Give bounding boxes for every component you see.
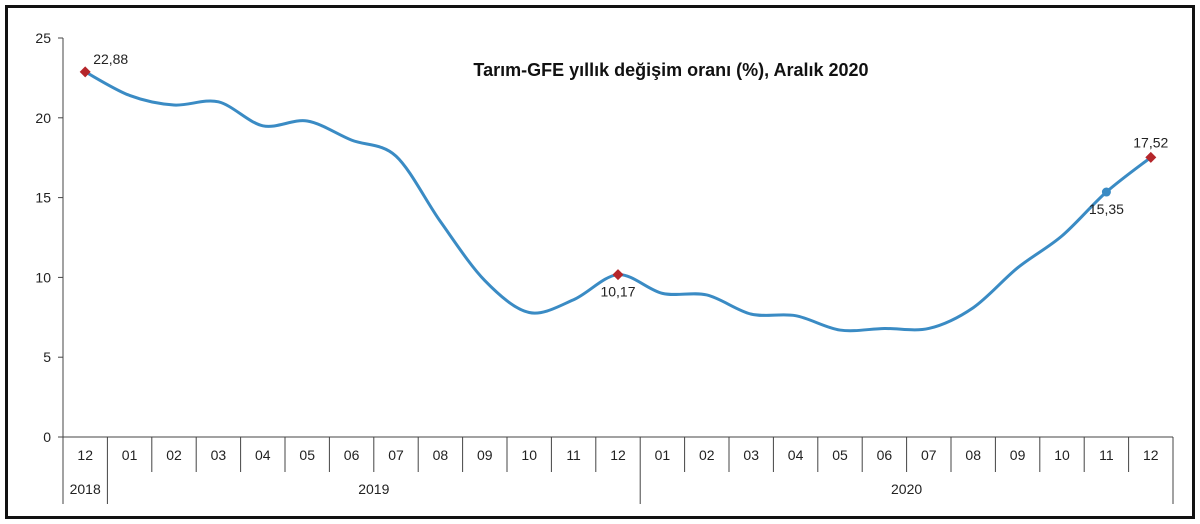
x-tick-label: 06 (344, 447, 360, 463)
data-label: 22,88 (93, 51, 128, 67)
x-tick-label: 10 (521, 447, 537, 463)
x-tick-labels: 12 01 02 03 04 05 06 07 08 09 10 11 12 01 02 03 04 05 06 07… (77, 447, 1158, 463)
x-tick-label: 08 (965, 447, 981, 463)
x-tick-label: 07 (388, 447, 404, 463)
data-labels: 22,88 10,17 15,35 17,52 (93, 51, 1168, 300)
axes (58, 37, 1174, 504)
year-label: 2019 (358, 481, 389, 497)
x-tick-label: 01 (655, 447, 671, 463)
x-tick-label: 06 (877, 447, 893, 463)
x-tick-label: 05 (299, 447, 315, 463)
chart-frame: Tarım-GFE yıllık değişim oranı (%), Aral… (5, 5, 1195, 519)
data-label: 17,52 (1133, 134, 1168, 150)
x-tick-label: 03 (743, 447, 759, 463)
x-tick-label: 05 (832, 447, 848, 463)
y-tick-label: 25 (35, 30, 51, 46)
x-tick-label: 02 (166, 447, 182, 463)
x-tick-label: 04 (255, 447, 271, 463)
x-tick-label: 09 (477, 447, 493, 463)
data-label: 10,17 (600, 284, 635, 300)
line-chart: Tarım-GFE yıllık değişim oranı (%), Aral… (35, 30, 1174, 504)
x-tick-label: 03 (211, 447, 227, 463)
x-tick-label: 10 (1054, 447, 1070, 463)
x-tick-label: 02 (699, 447, 715, 463)
x-tick-label: 12 (610, 447, 626, 463)
data-point-marker (1101, 187, 1111, 197)
chart-title: Tarım-GFE yıllık değişim oranı (%), Aral… (473, 60, 868, 80)
data-point-marker (79, 66, 91, 78)
x-tick-label: 09 (1010, 447, 1026, 463)
y-tick-label: 0 (43, 429, 51, 445)
year-label: 2020 (891, 481, 922, 497)
y-tick-label: 15 (35, 190, 51, 206)
y-tick-labels: 0 5 10 15 20 25 (35, 30, 51, 445)
y-tick-label: 10 (35, 269, 51, 285)
y-tick-label: 5 (43, 349, 51, 365)
year-label: 2018 (70, 481, 101, 497)
markers (79, 66, 1157, 281)
x-tick-label: 07 (921, 447, 937, 463)
x-tick-label: 11 (566, 447, 581, 463)
x-tick-label: 04 (788, 447, 804, 463)
data-point-marker (612, 269, 624, 281)
year-labels: 2018 2019 2020 (70, 481, 923, 497)
x-tick-label: 08 (433, 447, 449, 463)
x-tick-label: 01 (122, 447, 138, 463)
x-tick-label: 12 (1143, 447, 1159, 463)
data-point-marker (1145, 151, 1157, 163)
x-tick-label: 11 (1099, 447, 1114, 463)
x-tick-label: 12 (77, 447, 93, 463)
data-label: 15,35 (1089, 201, 1124, 217)
y-tick-label: 20 (35, 110, 51, 126)
